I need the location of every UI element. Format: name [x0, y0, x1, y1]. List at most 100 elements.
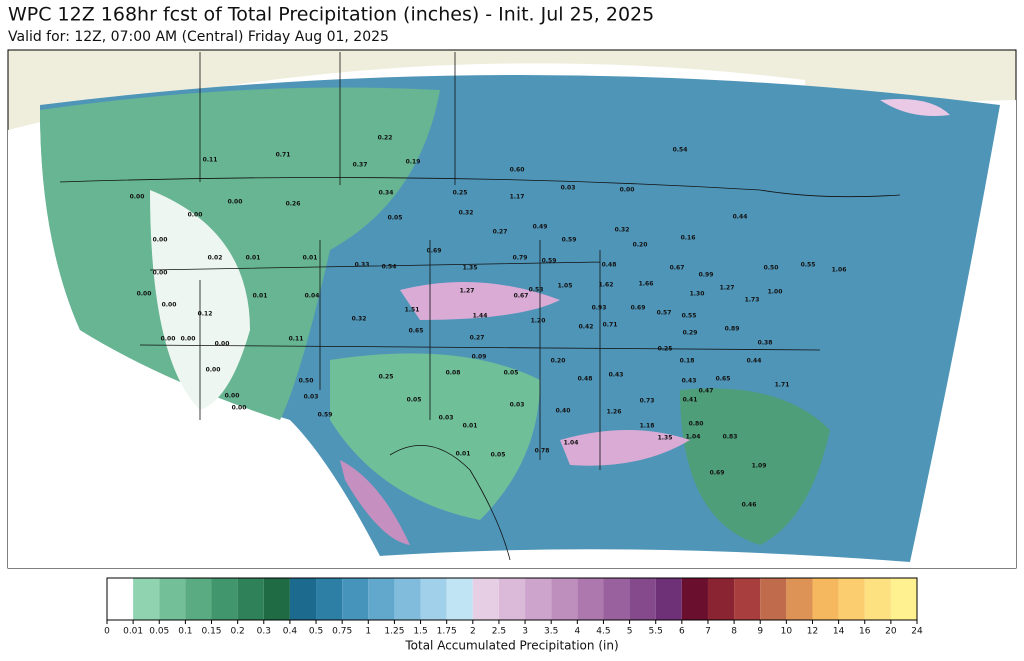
colorbar-tick-label: 0.5: [309, 627, 323, 637]
map-value-label: 1.35: [463, 265, 478, 272]
colorbar-box: [864, 578, 891, 620]
map-value-label: 1.06: [832, 267, 847, 274]
colorbar-tick-label: 6: [679, 627, 685, 637]
colorbar-tick-label: 9: [757, 627, 763, 637]
map-value-label: 0.22: [378, 135, 393, 142]
map-value-label: 0.73: [640, 398, 655, 405]
colorbar-box: [786, 578, 813, 620]
map-value-label: 0.65: [716, 376, 731, 383]
map-value-label: 0.01: [303, 255, 318, 262]
map-value-label: 0.00: [137, 291, 152, 298]
colorbar-box: [707, 578, 735, 620]
colorbar-box: [838, 578, 865, 620]
map-value-label: 0.41: [683, 397, 698, 404]
state-lines: [139, 240, 821, 470]
map-value-label: 1.04: [564, 440, 579, 447]
map-value-label: 0.71: [603, 322, 618, 329]
colorbar-box: [263, 578, 290, 620]
map-value-label: 0.38: [758, 340, 773, 347]
map-value-label: 0.25: [379, 374, 394, 381]
colorbar-box: [394, 578, 421, 620]
map-value-label: 1.04: [686, 434, 701, 441]
colorbar-box: [342, 578, 369, 620]
map-value-label: 0.00: [161, 336, 176, 343]
colorbar-box: [551, 578, 578, 620]
precip-heavy-plains: [400, 282, 560, 320]
map-value-label: 1.27: [460, 288, 475, 295]
colorbar-tick-label: 2.5: [492, 627, 506, 637]
map-value-label: 1.30: [690, 291, 705, 298]
colorbar-tick-label: 0.1: [178, 627, 192, 637]
colorbar-tick-label: 0.4: [283, 627, 298, 637]
map-value-label: 0.57: [657, 310, 672, 317]
colorbar-box: [655, 578, 682, 620]
map-value-label: 0.01: [253, 293, 268, 300]
map-value-label: 0.49: [533, 224, 548, 231]
map-value-label: 0.37: [353, 162, 368, 169]
map-value-label: 0.00: [215, 341, 230, 348]
map-value-label: 0.00: [228, 199, 243, 206]
precip-heavy-gulf: [560, 430, 690, 466]
colorbar: Total Accumulated Precipitation (in) 0 0.…: [104, 577, 923, 653]
map-value-label: 1.27: [720, 285, 735, 292]
colorbar-box: [316, 578, 343, 620]
map-value-label: 0.11: [203, 157, 218, 164]
map-value-label: 0.01: [456, 451, 471, 458]
map-value-label: 0.00: [620, 187, 635, 194]
map-value-label: 0.00: [232, 405, 247, 412]
colorbar-tick-label: 24: [911, 627, 923, 637]
colorbar-box: [577, 578, 604, 620]
colorbar-tick-label: 0.75: [332, 627, 352, 637]
map-value-label: 0.59: [562, 237, 577, 244]
map-value-label: 0.42: [579, 324, 594, 331]
colorbar-box: [812, 578, 839, 620]
map-value-label: 0.71: [276, 152, 291, 159]
map-value-label: 0.29: [683, 330, 698, 337]
map-value-label: 1.44: [473, 313, 488, 320]
map-value-label: 0.83: [723, 434, 738, 441]
map-value-label: 0.48: [602, 262, 617, 269]
map-value-label: 0.25: [658, 346, 673, 353]
colorbar-tick-label: 5: [627, 627, 633, 637]
map-value-label: 0.08: [446, 370, 461, 377]
colorbar-box: [133, 578, 160, 620]
map-value-label: 0.20: [551, 358, 566, 365]
map-value-label: 0.32: [352, 316, 367, 323]
map-value-label: 0.53: [529, 287, 544, 294]
map-value-label: 0.48: [578, 376, 593, 383]
map-value-label: 0.80: [689, 421, 704, 428]
colorbar-tick-label: 1.5: [413, 627, 427, 637]
colorbar-tick-label: 7: [705, 627, 711, 637]
map-value-label: 1.51: [405, 307, 420, 314]
map-value-label: 1.66: [639, 281, 654, 288]
map-value-label: 0.19: [406, 159, 421, 166]
colorbar-box: [525, 578, 552, 620]
map-value-label: 0.05: [504, 370, 519, 377]
map-value-label: 0.00: [206, 367, 221, 374]
map-value-label: 0.02: [208, 255, 223, 262]
map-value-label: 0.32: [615, 227, 630, 234]
colorbar-box: [681, 578, 708, 620]
precip-heavy-mexico: [340, 460, 410, 545]
title: WPC 12Z 168hr fcst of Total Precipitatio…: [8, 4, 654, 26]
map-value-label: 0.89: [725, 326, 740, 333]
map-value-label: 0.03: [510, 402, 525, 409]
map-value-label: 0.59: [542, 258, 557, 265]
map-value-label: 0.20: [633, 242, 648, 249]
map-value-label: 0.59: [318, 412, 333, 419]
map-value-label: 0.00: [188, 212, 203, 219]
map-value-label: 1.17: [510, 194, 525, 201]
map-value-label: 0.69: [631, 305, 646, 312]
map-value-label: 0.04: [305, 293, 320, 300]
colorbar-box: [185, 578, 212, 620]
map-value-label: 0.05: [407, 397, 422, 404]
map-value-label: 0.00: [162, 302, 177, 309]
map-value-label: 0.69: [710, 470, 725, 477]
map-value-label: 1.73: [745, 297, 760, 304]
map-value-label: 0.65: [409, 328, 424, 335]
map-value-label: 0.03: [439, 415, 454, 422]
colorbar-tick-label: 0.2: [230, 627, 244, 637]
map-value-label: 1.26: [607, 409, 622, 416]
map-value-label: 0.79: [513, 255, 528, 262]
